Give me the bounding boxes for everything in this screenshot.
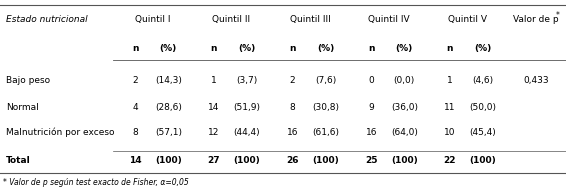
Text: 14: 14 [208,103,220,112]
Text: Quintil I: Quintil I [135,15,170,25]
Text: n: n [132,44,139,53]
Text: 22: 22 [444,156,456,165]
Text: (28,6): (28,6) [155,103,182,112]
Text: Normal: Normal [6,103,38,112]
Text: (100): (100) [470,156,496,165]
Text: (100): (100) [234,156,260,165]
Text: (%): (%) [317,44,335,53]
Text: Total: Total [6,156,31,165]
Text: 16: 16 [366,127,377,137]
Text: (100): (100) [155,156,182,165]
Text: * Valor de p según test exacto de Fisher, α=0,05: * Valor de p según test exacto de Fisher… [3,178,188,187]
Text: n: n [289,44,296,53]
Text: Bajo peso: Bajo peso [6,76,50,85]
Text: (0,0): (0,0) [394,76,415,85]
Text: (7,6): (7,6) [315,76,336,85]
Text: (36,0): (36,0) [391,103,418,112]
Text: (51,9): (51,9) [233,103,260,112]
Text: (4,6): (4,6) [473,76,494,85]
Text: 16: 16 [287,127,298,137]
Text: 26: 26 [286,156,299,165]
Text: 0,433: 0,433 [524,76,549,85]
Text: Quintil III: Quintil III [290,15,330,25]
Text: n: n [211,44,217,53]
Text: (%): (%) [238,44,256,53]
Text: (44,4): (44,4) [234,127,260,137]
Text: 8: 8 [132,127,138,137]
Text: Estado nutricional: Estado nutricional [6,15,87,25]
Text: Quintil IV: Quintil IV [368,15,409,25]
Text: (45,4): (45,4) [470,127,496,137]
Text: (50,0): (50,0) [469,103,496,112]
Text: 0: 0 [368,76,374,85]
Text: 25: 25 [365,156,378,165]
Text: (30,8): (30,8) [312,103,339,112]
Text: 8: 8 [290,103,295,112]
Text: 11: 11 [444,103,456,112]
Text: n: n [447,44,453,53]
Text: (100): (100) [312,156,339,165]
Text: 12: 12 [208,127,220,137]
Text: 10: 10 [444,127,456,137]
Text: *: * [556,11,560,20]
Text: Malnutrición por exceso: Malnutrición por exceso [6,127,114,137]
Text: 27: 27 [208,156,220,165]
Text: n: n [368,44,375,53]
Text: (%): (%) [474,44,492,53]
Text: 14: 14 [129,156,142,165]
Text: 4: 4 [132,103,138,112]
Text: (%): (%) [396,44,413,53]
Text: (100): (100) [391,156,418,165]
Text: (64,0): (64,0) [391,127,418,137]
Text: Valor de p: Valor de p [513,15,559,25]
Text: 2: 2 [290,76,295,85]
Text: (57,1): (57,1) [155,127,182,137]
Text: (61,6): (61,6) [312,127,339,137]
Text: (3,7): (3,7) [237,76,258,85]
Text: Quintil II: Quintil II [212,15,250,25]
Text: (14,3): (14,3) [155,76,182,85]
Text: 1: 1 [447,76,453,85]
Text: 9: 9 [368,103,374,112]
Text: 2: 2 [132,76,138,85]
Text: (%): (%) [160,44,177,53]
Text: 1: 1 [211,76,217,85]
Text: Quintil V: Quintil V [448,15,487,25]
